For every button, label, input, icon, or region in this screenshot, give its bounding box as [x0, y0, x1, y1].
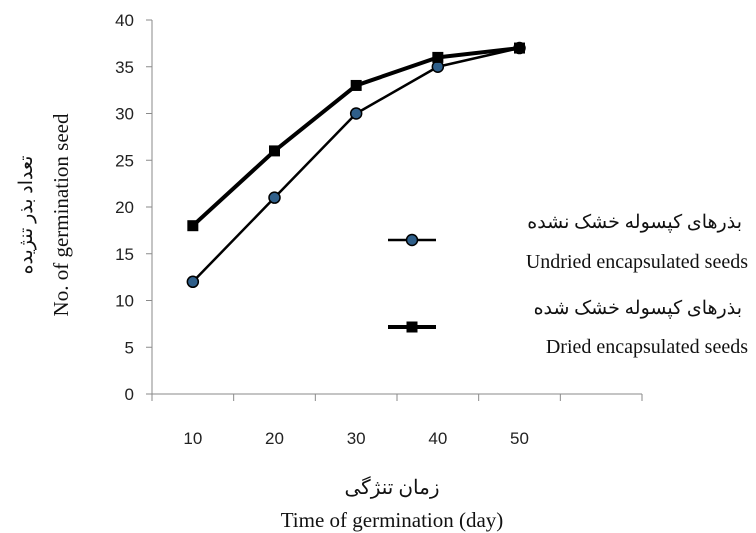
legend: بذرهای کپسوله خشک نشده Undried encapsulat…	[388, 212, 748, 358]
series-2	[187, 42, 525, 232]
data-point	[187, 220, 199, 232]
x-axis-label: Time of germination (day)	[281, 508, 504, 532]
y-tick-label: 35	[115, 58, 134, 77]
x-tick-label: 40	[428, 429, 447, 448]
legend-label: Undried encapsulated seeds	[526, 251, 748, 273]
y-axis-label-persian: تعداد بذر تنژیده	[16, 156, 37, 275]
data-point	[186, 275, 200, 289]
x-tick-label: 30	[347, 429, 366, 448]
data-point	[269, 145, 280, 157]
series-1	[186, 41, 526, 289]
legend-marker	[405, 233, 419, 247]
y-tick-label: 25	[115, 151, 134, 170]
legend-label-persian: بذرهای کپسوله خشک شده	[534, 298, 742, 319]
x-axis-label-persian: زمان تنژگی	[345, 476, 440, 499]
x-tick-label: 20	[265, 429, 284, 448]
legend-label: Dried encapsulated seeds	[546, 336, 748, 358]
legend-marker	[406, 321, 418, 333]
y-tick-label: 20	[115, 198, 134, 217]
y-tick-label: 10	[115, 292, 134, 311]
legend-label-persian: بذرهای کپسوله خشک نشده	[527, 212, 742, 233]
series-line	[191, 46, 520, 228]
x-tick-label: 10	[183, 429, 202, 448]
data-point	[432, 51, 444, 63]
legend-entry-1: بذرهای کپسوله خشک نشده Undried encapsulat…	[388, 212, 748, 273]
y-tick-label: 40	[115, 11, 134, 30]
data-point	[350, 79, 362, 91]
y-axis-label: No. of germination seed	[49, 113, 73, 316]
data-point	[514, 42, 525, 54]
axes: 0 5 10 15 20 25 30 35 40 10 20 30 40 50	[115, 11, 643, 448]
data-point	[268, 191, 281, 204]
legend-entry-2: بذرهای کپسوله خشک شده Dried encapsulated …	[388, 298, 748, 358]
data-point	[349, 107, 363, 120]
y-tick-label: 15	[115, 245, 134, 264]
y-tick-label: 5	[125, 338, 134, 357]
y-tick-label: 0	[125, 385, 134, 404]
x-tick-label: 50	[510, 429, 529, 448]
series-layer	[186, 41, 526, 289]
y-tick-label: 30	[115, 105, 134, 124]
